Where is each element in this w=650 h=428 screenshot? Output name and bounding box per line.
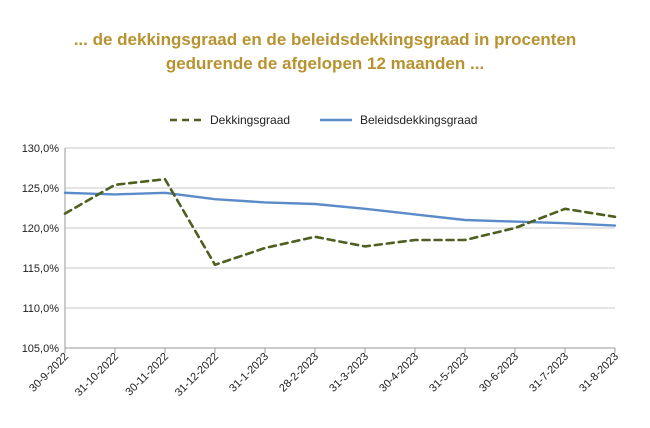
y-tick-label: 115,0% bbox=[23, 263, 60, 275]
x-tick-label: 31-5-2023 bbox=[427, 351, 471, 395]
series-line-beleidsdekkingsgraad bbox=[63, 191, 617, 227]
chart-title-line-1: ... de dekkingsgraad en de beleidsdekkin… bbox=[73, 30, 577, 49]
x-tick-label: 31-7-2023 bbox=[527, 351, 571, 395]
y-tick-label: 120,0% bbox=[22, 223, 60, 235]
x-tick-label: 31-3-2023 bbox=[327, 351, 371, 395]
series-line-dekkingsgraad bbox=[63, 177, 617, 267]
x-tick-label: 30-11-2022 bbox=[123, 351, 171, 399]
chart-title-line-2: gedurende de afgelopen 12 maanden ... bbox=[165, 54, 485, 73]
x-tick-label: 30-4-2023 bbox=[377, 351, 421, 395]
x-tick-label: 31-12-2022 bbox=[173, 351, 221, 399]
x-tick-label: 30-9-2022 bbox=[27, 351, 71, 395]
x-tick-label: 28-2-2023 bbox=[277, 351, 321, 395]
legend-label-dekkingsgraad: Dekkingsgraad bbox=[210, 113, 290, 127]
y-tick-label: 125,0% bbox=[22, 183, 60, 195]
x-tick-label: 31-1-2023 bbox=[227, 351, 271, 395]
legend-label-beleidsdekkingsgraad: Beleidsdekkingsgraad bbox=[360, 113, 477, 127]
y-tick-label: 130,0% bbox=[22, 143, 60, 155]
x-tick-label: 30-6-2023 bbox=[477, 351, 521, 395]
x-tick-label: 31-8-2023 bbox=[577, 351, 621, 395]
x-tick-label: 31-10-2022 bbox=[73, 351, 121, 399]
y-tick-label: 105,0% bbox=[22, 343, 60, 355]
y-tick-label: 110,0% bbox=[23, 303, 60, 315]
